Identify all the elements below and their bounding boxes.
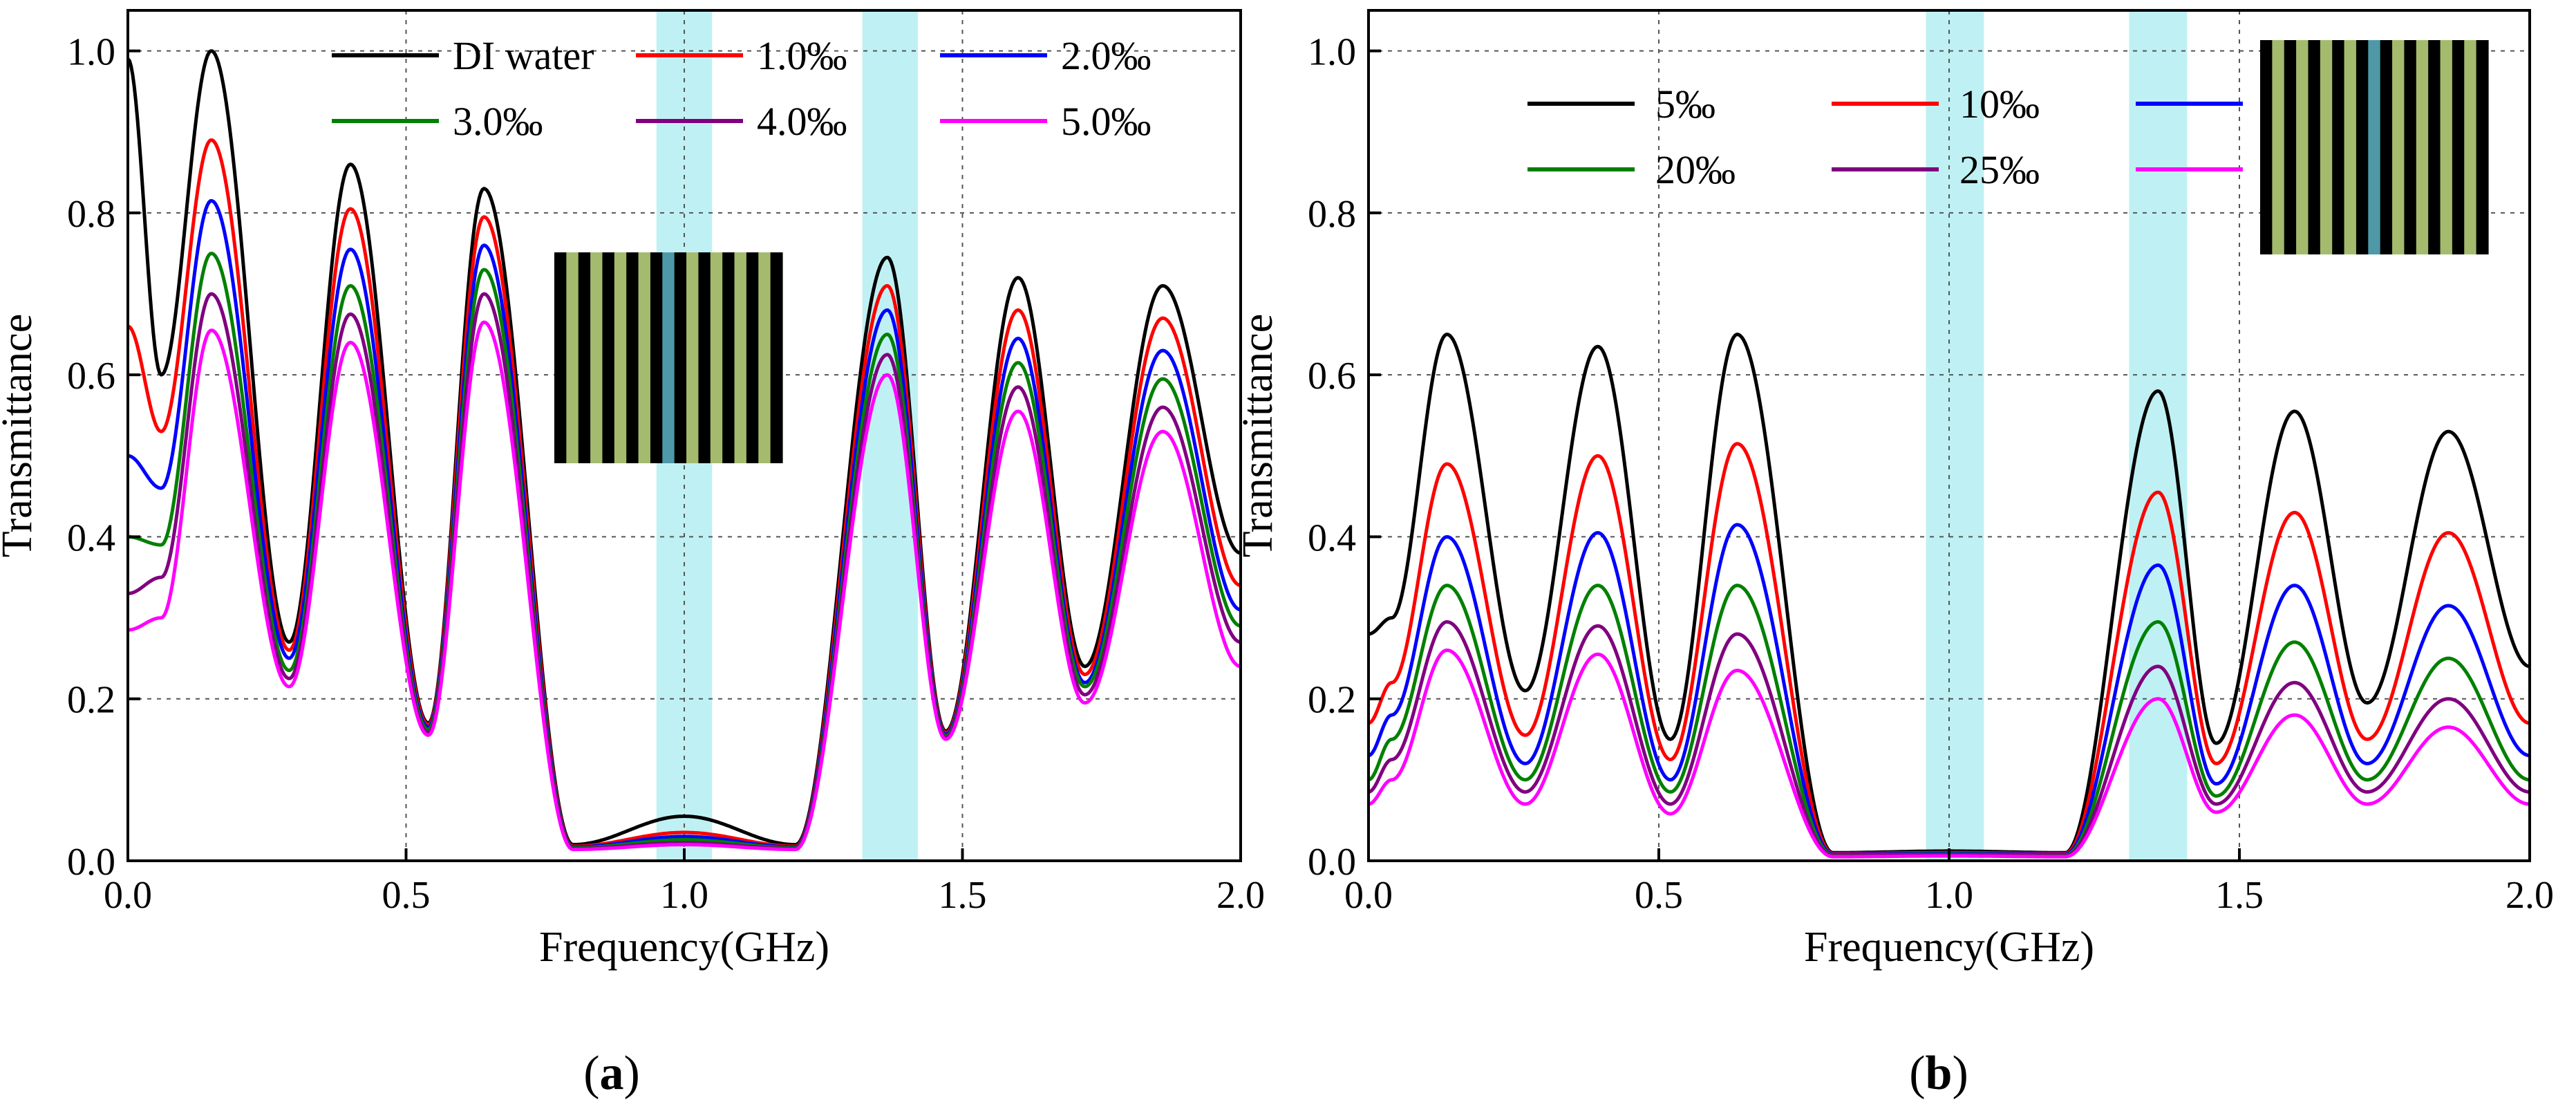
legend-label-3: 2.0‰ [1061,33,1151,78]
legend-label-5: 4.0‰ [757,99,847,144]
inset-stripe [2380,40,2393,254]
panel-caption-a: (a) [583,1047,640,1100]
inset-stripe [2332,40,2345,254]
inset-stripe [2344,40,2357,254]
inset-stripe [566,252,579,463]
highlight-band-1 [1926,10,1984,861]
y-tick-label: 0.6 [1308,355,1356,398]
y-tick-label: 1.0 [67,31,115,74]
y-tick-label: 0.6 [67,355,115,398]
x-tick-label: 2.0 [1216,874,1265,917]
x-tick-label: 1.0 [1925,874,1973,917]
inset-stripe [650,252,663,463]
inset-stripe [2452,40,2465,254]
inset-stripe [2416,40,2429,254]
inset-stripe [638,252,651,463]
inset-stripe [590,252,603,463]
inset-structure-image [2260,40,2489,254]
inset-stripe [674,252,687,463]
series-line-2 [127,138,1241,848]
chart-panel-a: 0.0 0.5 1.0 1.5 2.0 0.0 0.2 0.4 0.6 0.8 1.0 Frequen… [0,9,1265,971]
legend-label-4: 3.0‰ [453,99,543,144]
inset-structure-image [554,252,783,463]
inset-stripe [2272,40,2285,254]
inset-stripe [602,252,615,463]
x-tick-label: 0.5 [382,874,431,917]
legend-label-1: 5‰ [1655,82,1715,127]
legend-label-4: 20‰ [1655,147,1736,192]
x-tick-label: 1.5 [939,874,987,917]
legend-label-2: 10‰ [1959,82,2040,127]
y-axis-label: Transmittance [0,314,41,557]
inset-stripe [2392,40,2405,254]
y-tick-label: 0.2 [1308,679,1356,722]
inset-stripe [554,252,567,463]
inset-stripe [770,252,783,463]
inset-stripe [2356,40,2369,254]
inset-stripe [2308,40,2321,254]
x-axis-label: Frequency(GHz) [1804,924,2094,971]
inset-stripe [2404,40,2417,254]
panel-caption-b: (b) [1909,1047,1968,1100]
y-tick-label: 0.2 [67,679,115,722]
inset-stripe [2260,40,2273,254]
x-tick-label: 2.0 [2506,874,2554,917]
inset-stripe [614,252,627,463]
inset-stripe [698,252,711,463]
legend-label-5: 25‰ [1959,147,2040,192]
x-axis-label: Frequency(GHz) [539,924,829,971]
x-tick-label: 1.0 [660,874,708,917]
y-tick-label: 0.8 [1308,193,1356,236]
inset-stripe [626,252,639,463]
inset-stripe [734,252,747,463]
inset-stripe [662,252,675,463]
inset-stripe [2476,40,2489,254]
inset-stripe [2296,40,2309,254]
y-tick-label: 0.4 [1308,516,1356,559]
legend-label-6: 5.0‰ [1061,99,1151,144]
y-tick-label: 1.0 [1308,31,1356,74]
inset-stripe [2428,40,2441,254]
y-tick-label: 0.0 [67,841,115,884]
inset-stripe [758,252,771,463]
inset-stripe [578,252,591,463]
inset-stripe [710,252,723,463]
inset-stripe [722,252,735,463]
inset-stripe [2464,40,2477,254]
chart-panel-b: 0.0 0.5 1.0 1.5 2.0 0.0 0.2 0.4 0.6 0.8 1.0 Frequen… [1234,9,2554,971]
y-axis-label: Transmittance [1234,314,1281,557]
y-tick-label: 0.8 [67,193,115,236]
legend-label-2: 1.0‰ [757,33,847,78]
x-tick-label: 0.5 [1635,874,1683,917]
x-tick-label: 1.5 [2215,874,2264,917]
inset-stripe [2284,40,2297,254]
inset-stripe [2368,40,2381,254]
legend-label-1: DI water [453,33,594,78]
x-tick-label: 0.0 [1344,874,1393,917]
inset-stripe [746,252,759,463]
series-line-6 [127,320,1241,852]
inset-stripe [2320,40,2333,254]
y-tick-label: 0.0 [1308,841,1356,884]
inset-stripe [2440,40,2453,254]
x-tick-label: 0.0 [104,874,152,917]
y-tick-label: 0.4 [67,516,115,559]
series-line-1 [126,49,1241,847]
inset-stripe [686,252,699,463]
